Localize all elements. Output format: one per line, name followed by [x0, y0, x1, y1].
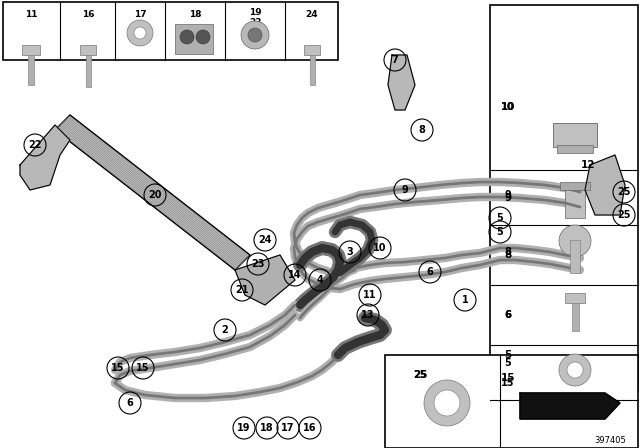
- Text: 9: 9: [504, 193, 511, 203]
- Bar: [86, 55, 91, 87]
- Text: 8: 8: [504, 250, 511, 260]
- Text: 25: 25: [413, 370, 427, 380]
- Text: 10: 10: [501, 102, 515, 112]
- Circle shape: [559, 225, 591, 257]
- Text: 6: 6: [427, 267, 433, 277]
- Polygon shape: [388, 55, 415, 110]
- Circle shape: [180, 30, 194, 44]
- Bar: [22, 45, 40, 55]
- Bar: [310, 55, 315, 85]
- Bar: [557, 145, 593, 153]
- Bar: [560, 182, 590, 190]
- Text: 10: 10: [500, 102, 515, 112]
- Bar: [385, 355, 638, 448]
- Text: 8: 8: [504, 247, 511, 257]
- Circle shape: [196, 30, 210, 44]
- Bar: [304, 45, 320, 55]
- Text: 25: 25: [413, 370, 428, 380]
- Text: 9: 9: [504, 190, 511, 200]
- Text: 2: 2: [221, 325, 228, 335]
- Circle shape: [567, 362, 583, 378]
- Text: 24: 24: [306, 10, 318, 19]
- Text: 1: 1: [461, 295, 468, 305]
- Polygon shape: [520, 393, 620, 419]
- Text: 21: 21: [236, 285, 249, 295]
- Bar: [175, 24, 213, 54]
- Text: 15: 15: [501, 378, 515, 388]
- Polygon shape: [55, 115, 250, 270]
- Text: 25: 25: [617, 187, 631, 197]
- Circle shape: [241, 21, 269, 49]
- Circle shape: [248, 28, 262, 42]
- Circle shape: [424, 380, 470, 426]
- Polygon shape: [20, 125, 70, 190]
- Circle shape: [559, 354, 591, 386]
- Text: 5: 5: [504, 358, 511, 368]
- Bar: [28, 55, 34, 85]
- Text: 15: 15: [136, 363, 150, 373]
- Text: 19
23: 19 23: [249, 8, 261, 27]
- Text: 19: 19: [237, 423, 251, 433]
- Text: 25: 25: [617, 210, 631, 220]
- Text: 5: 5: [497, 227, 504, 237]
- Text: 397405: 397405: [594, 435, 626, 444]
- Text: 5: 5: [497, 213, 504, 223]
- Text: 5: 5: [504, 350, 511, 360]
- Text: 18: 18: [189, 10, 201, 19]
- Bar: [572, 303, 579, 331]
- Circle shape: [434, 390, 460, 416]
- Bar: [490, 5, 638, 390]
- Text: 6: 6: [504, 310, 511, 320]
- Text: 17: 17: [134, 10, 147, 19]
- Text: 16: 16: [303, 423, 317, 433]
- Text: 3: 3: [347, 247, 353, 257]
- Text: 17: 17: [281, 423, 295, 433]
- Polygon shape: [235, 255, 295, 305]
- Text: 11: 11: [25, 10, 37, 19]
- Bar: [553, 123, 597, 147]
- Bar: [3, 2, 338, 60]
- Text: 15: 15: [500, 373, 515, 383]
- Text: 20: 20: [148, 190, 162, 200]
- Text: 7: 7: [392, 55, 398, 65]
- Text: 9: 9: [402, 185, 408, 195]
- Text: 14: 14: [288, 270, 301, 280]
- Text: 24: 24: [259, 235, 272, 245]
- Text: 11: 11: [364, 290, 377, 300]
- Text: 22: 22: [28, 140, 42, 150]
- Text: 13: 13: [361, 310, 375, 320]
- Text: 8: 8: [419, 125, 426, 135]
- Circle shape: [134, 27, 146, 39]
- Text: 6: 6: [127, 398, 133, 408]
- Text: 15: 15: [111, 363, 125, 373]
- Text: 6: 6: [504, 310, 511, 320]
- Text: 23: 23: [252, 259, 265, 269]
- Text: 18: 18: [260, 423, 274, 433]
- Bar: [570, 240, 580, 273]
- Text: 10: 10: [373, 243, 387, 253]
- Polygon shape: [585, 155, 625, 215]
- Text: 16: 16: [82, 10, 94, 19]
- Bar: [565, 188, 585, 218]
- Text: 12: 12: [580, 160, 595, 170]
- Bar: [80, 45, 96, 55]
- Circle shape: [127, 20, 153, 46]
- Bar: [565, 293, 585, 303]
- Text: 4: 4: [317, 275, 323, 285]
